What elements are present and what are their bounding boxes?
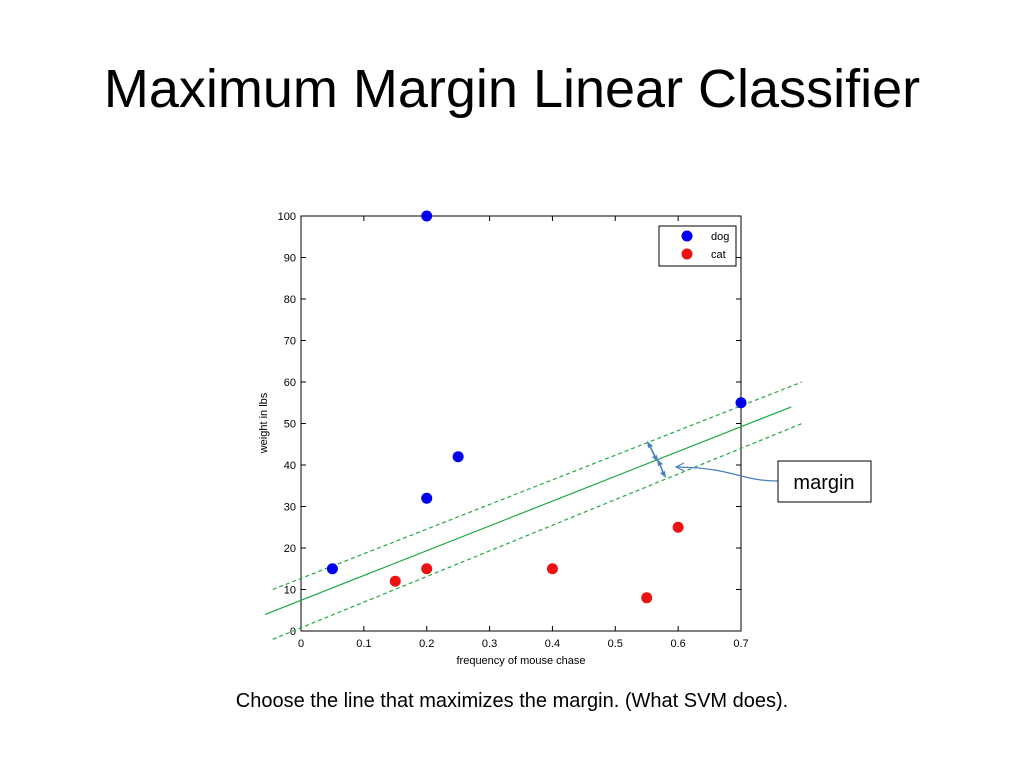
legend-box xyxy=(658,225,737,267)
y-axis-label: weight in lbs xyxy=(258,392,270,454)
margin-callout-arrowhead xyxy=(674,462,685,472)
margin-arrowhead xyxy=(660,471,666,478)
y-tick-label: 10 xyxy=(284,585,296,597)
margin-callout-label: margin xyxy=(793,472,854,494)
margin-boundary-line xyxy=(272,381,803,591)
margin-callout-connector xyxy=(676,466,779,482)
margin-boundary-line xyxy=(272,422,803,640)
x-tick-label: 0.6 xyxy=(670,638,685,650)
y-tick-label: 50 xyxy=(284,419,296,431)
y-tick-label: 60 xyxy=(284,377,296,389)
margin-arrowhead xyxy=(657,459,663,466)
y-tick-label: 0 xyxy=(290,626,296,638)
y-tick-label: 90 xyxy=(284,253,296,265)
y-tick-label: 70 xyxy=(284,336,296,348)
slide-title: Maximum Margin Linear Classifier xyxy=(103,59,921,119)
data-point-cat xyxy=(546,563,558,575)
data-point-dog xyxy=(421,210,433,222)
x-tick-label: 0.1 xyxy=(356,638,371,650)
legend-marker-dog xyxy=(681,230,693,242)
legend: dog cat xyxy=(658,225,737,267)
x-tick-label: 0.2 xyxy=(419,638,434,650)
x-axis-label: frequency of mouse chase xyxy=(456,655,585,667)
decision-lines xyxy=(264,381,803,640)
axis-ticks: 0 0.1 0.2 0.3 0.4 0.5 0.6 0.7 0 10 20 30 40 50 60 70 80 9… xyxy=(278,211,749,650)
legend-label-cat: cat xyxy=(711,249,726,261)
data-points xyxy=(326,210,747,604)
margin-callout-box xyxy=(777,460,872,503)
data-point-cat xyxy=(641,592,653,604)
legend-label-dog: dog xyxy=(711,231,729,243)
data-point-cat xyxy=(389,575,401,587)
x-tick-label: 0.7 xyxy=(733,638,748,650)
margin-annotation: margin xyxy=(647,441,872,503)
y-tick-label: 30 xyxy=(284,502,296,514)
x-tick-label: 0.3 xyxy=(482,638,497,650)
margin-arrowhead xyxy=(652,455,658,462)
x-tick-label: 0.5 xyxy=(608,638,623,650)
legend-marker-cat xyxy=(681,248,693,260)
slide-caption: Choose the line that maximizes the margi… xyxy=(235,690,789,712)
decision-boundary-line xyxy=(264,406,792,615)
plot-area xyxy=(300,215,742,632)
y-tick-label: 80 xyxy=(284,294,296,306)
y-tick-label: 20 xyxy=(284,543,296,555)
data-point-cat xyxy=(421,563,433,575)
data-point-dog xyxy=(421,492,433,504)
data-point-cat xyxy=(672,521,684,533)
x-tick-label: 0 xyxy=(298,638,304,650)
y-tick-label: 100 xyxy=(278,211,296,223)
data-point-dog xyxy=(735,397,747,409)
data-point-dog xyxy=(326,563,338,575)
margin-arrowhead xyxy=(647,441,653,448)
data-point-dog xyxy=(452,451,464,463)
x-tick-label: 0.4 xyxy=(545,638,560,650)
y-tick-label: 40 xyxy=(284,460,296,472)
